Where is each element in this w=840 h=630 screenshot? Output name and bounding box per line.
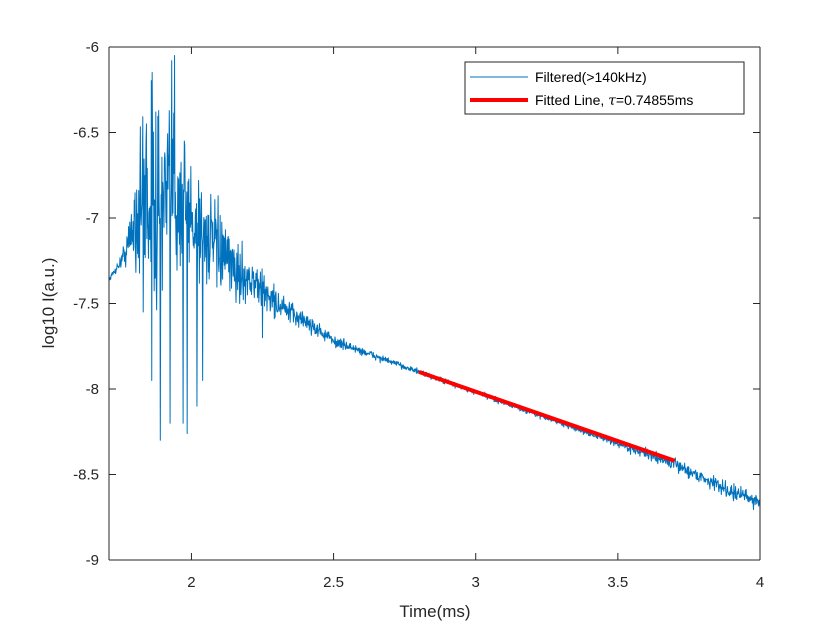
x-tick-label: 3 — [472, 574, 480, 591]
y-tick-label: -8 — [86, 381, 99, 398]
legend-label-fitted: Fitted Line, τ=0.74855ms — [535, 92, 693, 109]
y-tick-label: -9 — [86, 552, 99, 569]
x-tick-label: 2.5 — [323, 574, 344, 591]
x-tick-label: 2 — [187, 574, 195, 591]
x-tick-label: 4 — [756, 574, 764, 591]
plot-area — [109, 47, 760, 560]
y-axis-label: log10 I(a.u.) — [39, 258, 58, 349]
y-tick-label: -6 — [86, 39, 99, 56]
data-layer — [108, 55, 761, 511]
legend-label-fitted-suffix: =0.74855ms — [616, 92, 693, 108]
ticks-layer: 2 2.5 3 3.5 4 -6 -6.5 -7 -7.5 -8 -8.5 -9 — [73, 39, 764, 591]
x-axis-label: Time(ms) — [399, 602, 470, 621]
legend: Filtered(>140kHz) Fitted Line, τ=0.74855… — [464, 61, 745, 115]
legend-label-filtered: Filtered(>140kHz) — [535, 69, 647, 85]
y-tick-label: -6.5 — [73, 125, 99, 142]
y-tick-label: -7 — [86, 210, 99, 227]
series-fitted-line — [418, 370, 676, 463]
legend-label-fitted-prefix: Fitted Line, — [535, 92, 608, 108]
x-tick-label: 3.5 — [607, 574, 628, 591]
legend-box — [464, 61, 745, 115]
y-tick-label: -7.5 — [73, 296, 99, 313]
legend-label-fitted-tau: τ — [608, 93, 616, 109]
y-tick-label: -8.5 — [73, 467, 99, 484]
